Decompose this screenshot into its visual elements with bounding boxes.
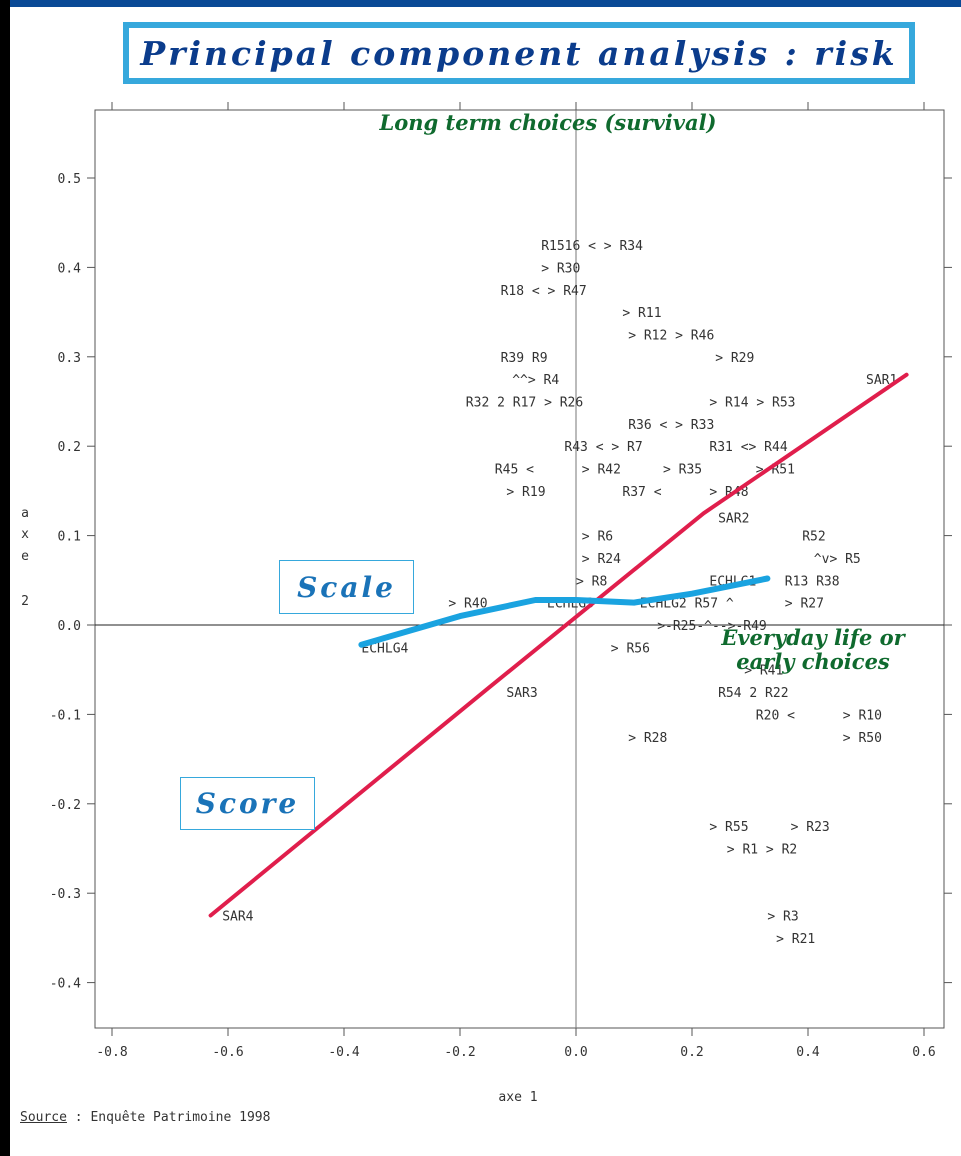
y-axis-title-char: a [21, 506, 29, 521]
point-label: > R12 > R46 [628, 328, 714, 343]
x-tick-label: 0.2 [680, 1045, 703, 1060]
x-tick-label: -0.6 [212, 1045, 243, 1060]
point-label: R32 2 R17 > R26 [466, 396, 583, 411]
left-border-bar [0, 0, 10, 1156]
x-tick-label: -0.8 [96, 1045, 127, 1060]
point-label: ^^> R4 [512, 373, 559, 388]
scale-label: Scale [297, 570, 396, 604]
point-label: SAR3 [506, 686, 537, 701]
y-tick-label: 0.1 [58, 530, 81, 545]
point-label: > R10 [843, 708, 882, 723]
y-tick-label: 0.3 [58, 351, 81, 366]
point-label: > R23 [791, 820, 830, 835]
point-label: R54 2 R22 [718, 686, 788, 701]
point-label: R52 [802, 530, 825, 545]
source-text: : Enquête Patrimoine 1998 [66, 1110, 271, 1125]
point-label: > R11 [622, 306, 661, 321]
y-tick-label: 0.2 [58, 440, 81, 455]
point-label: > R28 [628, 731, 667, 746]
y-tick-label: -0.3 [50, 887, 81, 902]
x-tick-label: 0.0 [564, 1045, 587, 1060]
point-label: R1516 < > R34 [541, 239, 643, 254]
point-label: > R27 [785, 597, 824, 612]
annotation-everyday: Everyday life or [720, 625, 906, 650]
point-label: SAR2 [718, 512, 749, 527]
score-tag: Score [180, 777, 315, 830]
point-label: > R14 > R53 [709, 396, 795, 411]
title-banner: Principal component analysis : risk [123, 22, 915, 84]
x-tick-label: -0.2 [444, 1045, 475, 1060]
y-axis-title-char: x [21, 527, 29, 542]
source-label: Source [20, 1110, 67, 1125]
point-label: > R56 [611, 641, 650, 656]
y-axis-title-char: e [21, 549, 29, 564]
x-tick-label: 0.4 [796, 1045, 820, 1060]
point-label: R18 < > R47 [501, 284, 587, 299]
y-tick-label: 0.4 [58, 261, 82, 276]
point-label: > R24 [582, 552, 621, 567]
annotation-long-term: Long term choices (survival) [378, 110, 716, 135]
point-label: > R35 [663, 463, 702, 478]
point-label: > R8 [576, 574, 607, 589]
point-label: > R30 [541, 261, 580, 276]
point-label: R31 <> R44 [709, 440, 787, 455]
point-label: R36 < > R33 [628, 418, 714, 433]
y-tick-label: 0.5 [58, 172, 81, 187]
y-tick-label: -0.2 [50, 798, 81, 813]
point-label: ^v> R5 [814, 552, 861, 567]
y-axis-title-char: 2 [21, 594, 29, 609]
page-title: Principal component analysis : risk [140, 33, 898, 73]
point-label: R45 < [495, 463, 534, 478]
point-label: > R21 [776, 932, 815, 947]
top-border-bar [0, 0, 961, 7]
x-tick-label: -0.4 [328, 1045, 359, 1060]
point-label: > R29 [715, 351, 754, 366]
point-label: R39 R9 [501, 351, 548, 366]
point-label: > R50 [843, 731, 882, 746]
point-label: > R19 [506, 485, 545, 500]
point-label: SAR4 [222, 910, 253, 925]
plot-frame [94, 109, 945, 1029]
point-label: > R6 [582, 530, 613, 545]
point-label: > R1 > R2 [727, 843, 797, 858]
x-axis-title: axe 1 [498, 1090, 537, 1105]
score-label: Score [195, 787, 300, 820]
x-tick-label: 0.6 [912, 1045, 935, 1060]
point-label: R43 < > R7 [564, 440, 642, 455]
point-label: > R51 [756, 463, 795, 478]
y-tick-label: 0.0 [58, 619, 81, 634]
y-tick-label: -0.4 [50, 977, 81, 992]
point-label: > R55 [709, 820, 748, 835]
point-label: >-R25-^-->-R49 [657, 619, 767, 634]
point-label: > R41 [744, 664, 783, 679]
point-label: R20 < [756, 708, 795, 723]
point-label: > R3 [767, 910, 798, 925]
source-note: Source : Enquête Patrimoine 1998 [20, 1110, 270, 1125]
scale-line [358, 575, 771, 648]
point-label: R37 < [622, 485, 661, 500]
point-label: ECHLG4 [361, 641, 408, 656]
y-tick-label: -0.1 [50, 708, 81, 723]
point-label: R13 R38 [785, 574, 840, 589]
scale-tag: Scale [279, 560, 414, 614]
annotation-early: early choices [736, 649, 890, 674]
point-label: > R42 [582, 463, 621, 478]
point-label: > R40 [448, 597, 487, 612]
